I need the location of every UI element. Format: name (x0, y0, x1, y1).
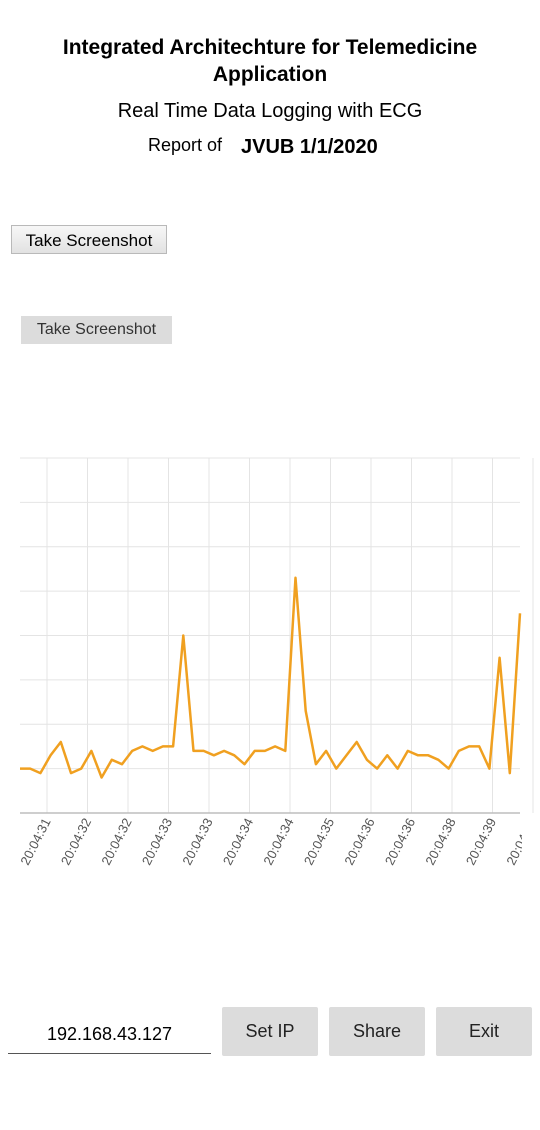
take-screenshot-button-secondary[interactable]: Take Screenshot (21, 316, 172, 344)
x-tick-label: 20:04:35 (301, 816, 337, 868)
x-tick-label: 20:04:33 (139, 816, 175, 868)
share-button[interactable]: Share (329, 1007, 425, 1056)
set-ip-button[interactable]: Set IP (222, 1007, 318, 1056)
x-tick-label: 20:04:40 (503, 816, 539, 868)
x-tick-label: 20:04:34 (260, 816, 296, 868)
x-tick-label: 20:04:33 (179, 816, 215, 868)
x-tick-label: 20:04:39 (463, 816, 499, 868)
app-subtitle: Real Time Data Logging with ECG (117, 100, 423, 122)
x-tick-label: 20:04:36 (341, 816, 377, 868)
x-tick-label: 20:04:31 (17, 816, 53, 868)
ip-address-input[interactable] (8, 1015, 211, 1054)
chart-grid (20, 457, 534, 813)
x-tick-label: 20:04:36 (382, 816, 418, 868)
report-label: Report of (148, 135, 223, 155)
ecg-series-line (20, 576, 522, 779)
report-value: JVUB 1/1/2020 (241, 136, 378, 158)
chart-series (20, 576, 522, 779)
x-tick-label: 20:04:38 (422, 816, 458, 868)
report-row: Report of JVUB 1/1/2020 (0, 133, 540, 161)
x-tick-label: 20:04:32 (98, 816, 134, 868)
take-screenshot-button[interactable]: Take Screenshot (11, 225, 167, 254)
app-title: Integrated Architechture for Telemedicin… (62, 36, 478, 86)
x-tick-label: 20:04:32 (58, 816, 94, 868)
ecg-chart: 20:04:31 20:04:32 20:04:32 20:04:33 20:04:33… (17, 457, 539, 868)
x-tick-label: 20:04:34 (220, 816, 256, 868)
exit-button[interactable]: Exit (436, 1007, 532, 1056)
chart-x-tick-labels: 20:04:31 20:04:32 20:04:32 20:04:33 20:04:33… (17, 816, 539, 868)
